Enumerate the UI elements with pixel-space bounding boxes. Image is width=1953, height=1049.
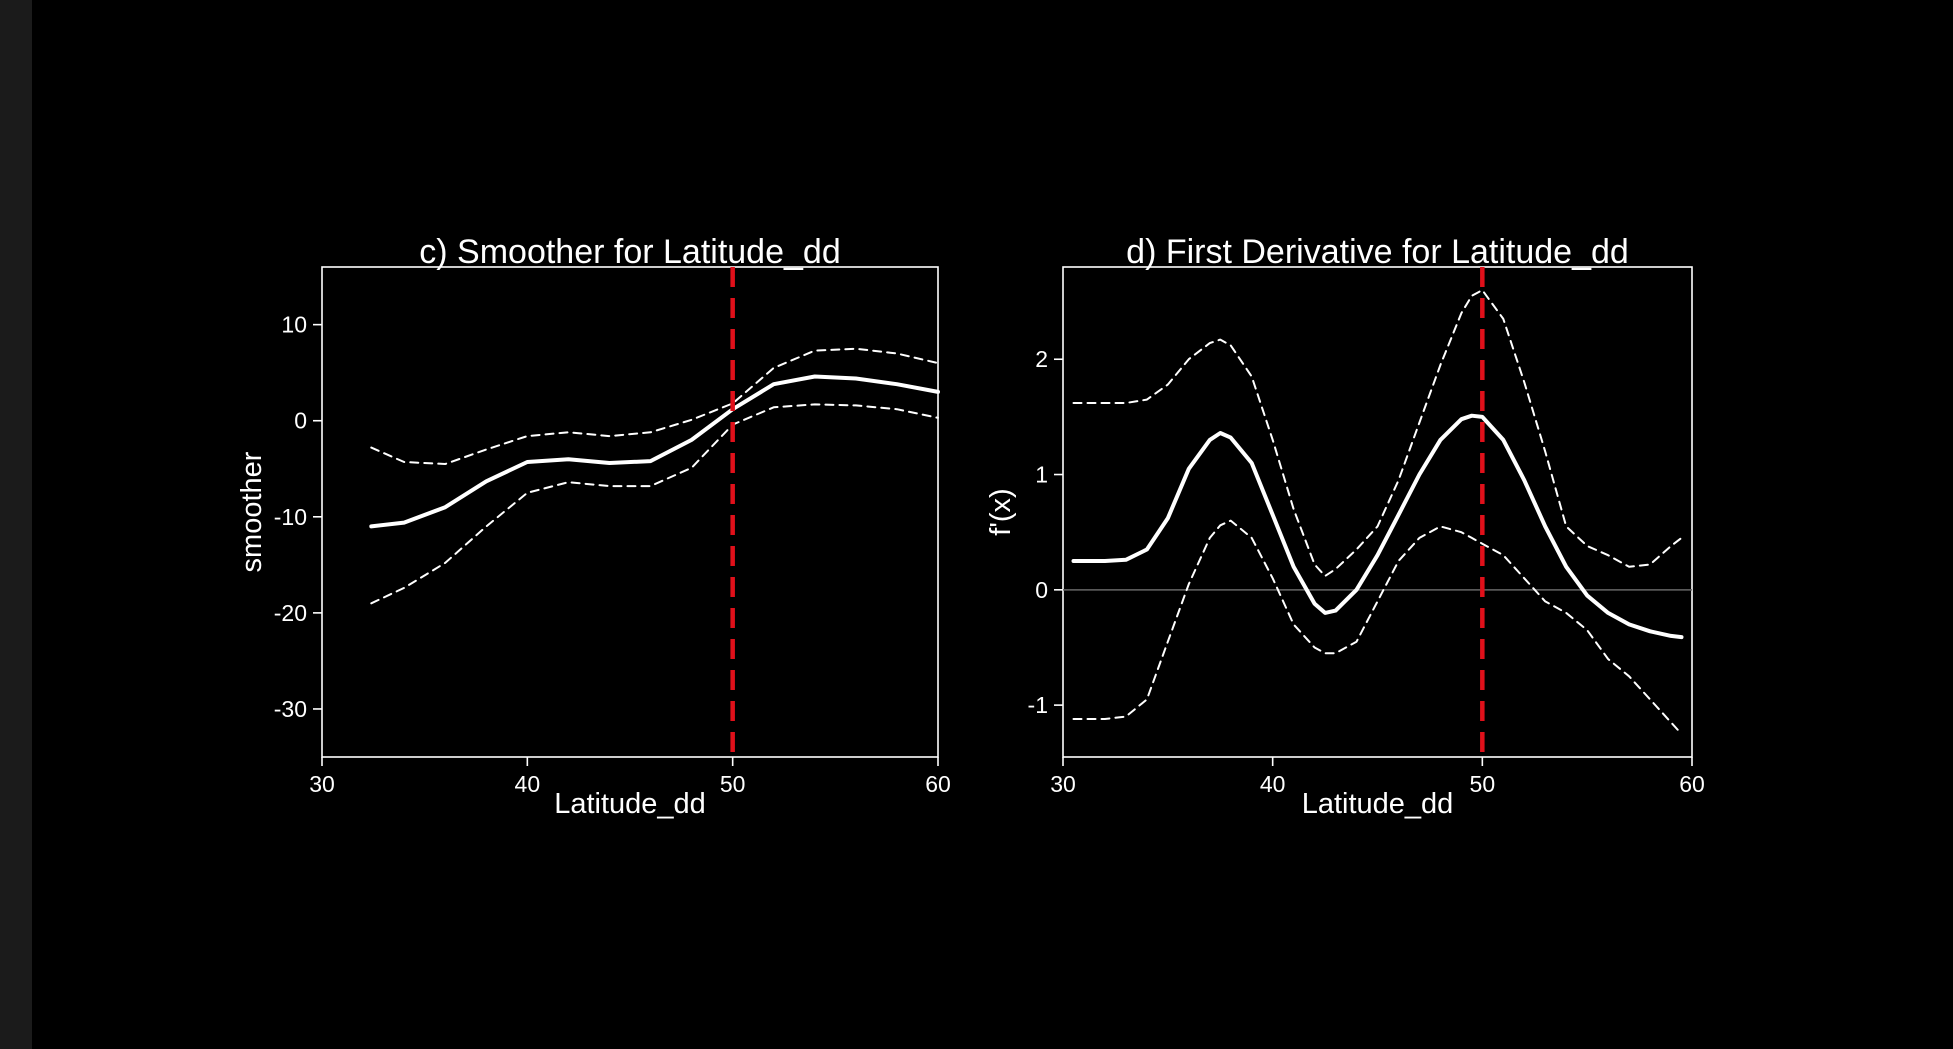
plot-frame <box>1062 266 1693 758</box>
x-tick-label: 50 <box>1470 771 1496 797</box>
y-tick-label: -10 <box>274 504 307 530</box>
x-tick-label: 30 <box>309 771 335 797</box>
y-tick-label: 1 <box>1035 462 1048 488</box>
upper-confidence-line <box>1072 289 1683 577</box>
x-axis-label: Latitude_dd <box>1302 788 1454 820</box>
x-tick-label: 50 <box>720 771 746 797</box>
x-tick-label: 60 <box>1679 771 1705 797</box>
panel-first-derivative: d) First Derivative for Latitude_dd Lati… <box>985 233 1705 820</box>
y-tick-label: 0 <box>1035 577 1048 603</box>
fit-line <box>369 374 940 529</box>
panel-title: c) Smoother for Latitude_dd <box>419 233 840 271</box>
y-axis-label: f'(x) <box>985 488 1017 535</box>
x-tick-label: 30 <box>1050 771 1076 797</box>
y-tick-label: 0 <box>294 408 307 434</box>
plot-frame <box>321 266 939 758</box>
fit-line <box>1071 413 1684 640</box>
panel-title: d) First Derivative for Latitude_dd <box>1126 233 1629 271</box>
y-tick-label: -20 <box>274 600 307 626</box>
y-tick-label: 2 <box>1035 346 1048 372</box>
window-edge-strip <box>0 0 32 1049</box>
lower-confidence-line <box>370 403 939 605</box>
panel-smoother: c) Smoother for Latitude_dd Latitude_dd … <box>236 233 951 820</box>
corner-dots-icon: ⠉ <box>4 0 13 8</box>
lower-confidence-line <box>1072 519 1683 735</box>
x-tick-label: 40 <box>1260 771 1286 797</box>
x-tick-label: 60 <box>925 771 951 797</box>
y-tick-label: -30 <box>274 696 307 722</box>
x-tick-label: 40 <box>515 771 541 797</box>
y-axis-label: smoother <box>236 451 268 572</box>
y-tick-label: 10 <box>281 312 307 338</box>
x-axis-label: Latitude_dd <box>554 788 706 820</box>
upper-confidence-line <box>370 347 939 465</box>
y-tick-label: -1 <box>1028 692 1048 718</box>
